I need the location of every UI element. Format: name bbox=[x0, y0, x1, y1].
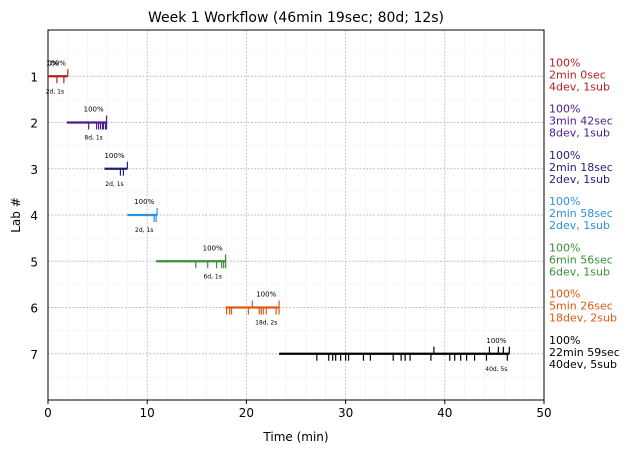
y-tick-label: 1 bbox=[30, 70, 38, 84]
lab-1-summary-line: 4dev, 1sub bbox=[549, 80, 610, 93]
x-tick-label: 30 bbox=[338, 406, 353, 420]
plot-frame bbox=[47, 29, 545, 401]
lab-4-summary-line: 2dev, 1sub bbox=[549, 219, 610, 232]
lab-3-pct-label: 100% bbox=[104, 152, 124, 160]
lab-4-summary-line: 100% bbox=[549, 195, 580, 208]
lab-6-pct-label: 100% bbox=[256, 291, 276, 299]
lab-1-pct-label: 100% bbox=[46, 59, 66, 67]
chart-title: Week 1 Workflow (46min 19sec; 80d; 12s) bbox=[148, 10, 444, 26]
lab-6-summary-line: 5min 26sec bbox=[549, 300, 613, 313]
lab-2-count-label: 8d, 1s bbox=[84, 135, 102, 142]
lab-2-summary-line: 3min 42sec bbox=[549, 115, 613, 128]
x-tick-label: 20 bbox=[239, 406, 254, 420]
lab-3-summary-line: 2dev, 1sub bbox=[549, 173, 610, 186]
lab-1-count-label: 2d, 1s bbox=[46, 88, 64, 95]
y-tick-label: 4 bbox=[30, 209, 38, 223]
lab-7-summary-line: 22min 59sec bbox=[549, 346, 620, 359]
lab-7-count-label: 40d, 5s bbox=[485, 366, 507, 373]
x-tick-label: 0 bbox=[44, 406, 52, 420]
lab-2-summary-line: 8dev, 1sub bbox=[549, 127, 610, 140]
lab-4-pct-label: 100% bbox=[134, 198, 154, 206]
y-tick-label: 6 bbox=[30, 302, 38, 316]
lab-5-summary-line: 100% bbox=[549, 241, 580, 254]
x-axis-label: Time (min) bbox=[262, 430, 328, 444]
lab-2-summary-line: 100% bbox=[549, 103, 580, 116]
lab-4-count-label: 2d, 1s bbox=[135, 227, 153, 234]
lab-1-summary-line: 100% bbox=[549, 56, 580, 69]
x-tick-label: 40 bbox=[437, 406, 452, 420]
y-tick-label: 5 bbox=[30, 255, 38, 269]
x-tick-label: 50 bbox=[536, 406, 551, 420]
lab-6-count-label: 18d, 2s bbox=[255, 320, 277, 327]
lab-5-summary-line: 6min 56sec bbox=[549, 253, 613, 266]
lab-1-summary-line: 2min 0sec bbox=[549, 68, 606, 81]
lab-6-summary-line: 18dev, 2sub bbox=[549, 312, 617, 325]
lab-2-pct-label: 100% bbox=[84, 106, 104, 114]
lab-4-summary-line: 2min 58sec bbox=[549, 207, 613, 220]
x-tick-label: 10 bbox=[140, 406, 155, 420]
lab-5-summary-line: 6dev, 1sub bbox=[549, 265, 610, 278]
lab-3-summary-line: 100% bbox=[549, 149, 580, 162]
lab-1-pct-label-extra: 0% bbox=[47, 59, 58, 67]
lab-3-summary-line: 2min 18sec bbox=[549, 161, 613, 174]
lab-3-count-label: 2d, 1s bbox=[105, 181, 123, 188]
y-tick-label: 2 bbox=[30, 117, 38, 131]
lab-5-count-label: 6d, 1s bbox=[203, 273, 221, 280]
lab-5-pct-label: 100% bbox=[203, 244, 223, 252]
lab-7-pct-label: 100% bbox=[486, 337, 506, 345]
y-axis-label: Lab # bbox=[9, 197, 23, 233]
lab-7-summary-line: 40dev, 5sub bbox=[549, 358, 617, 371]
y-tick-label: 7 bbox=[30, 348, 38, 362]
lab-1-pct-label-extra: 0% bbox=[47, 59, 58, 67]
y-tick-label: 3 bbox=[30, 163, 38, 177]
lab-7-summary-line: 100% bbox=[549, 334, 580, 347]
lab-6-summary-line: 100% bbox=[549, 288, 580, 301]
